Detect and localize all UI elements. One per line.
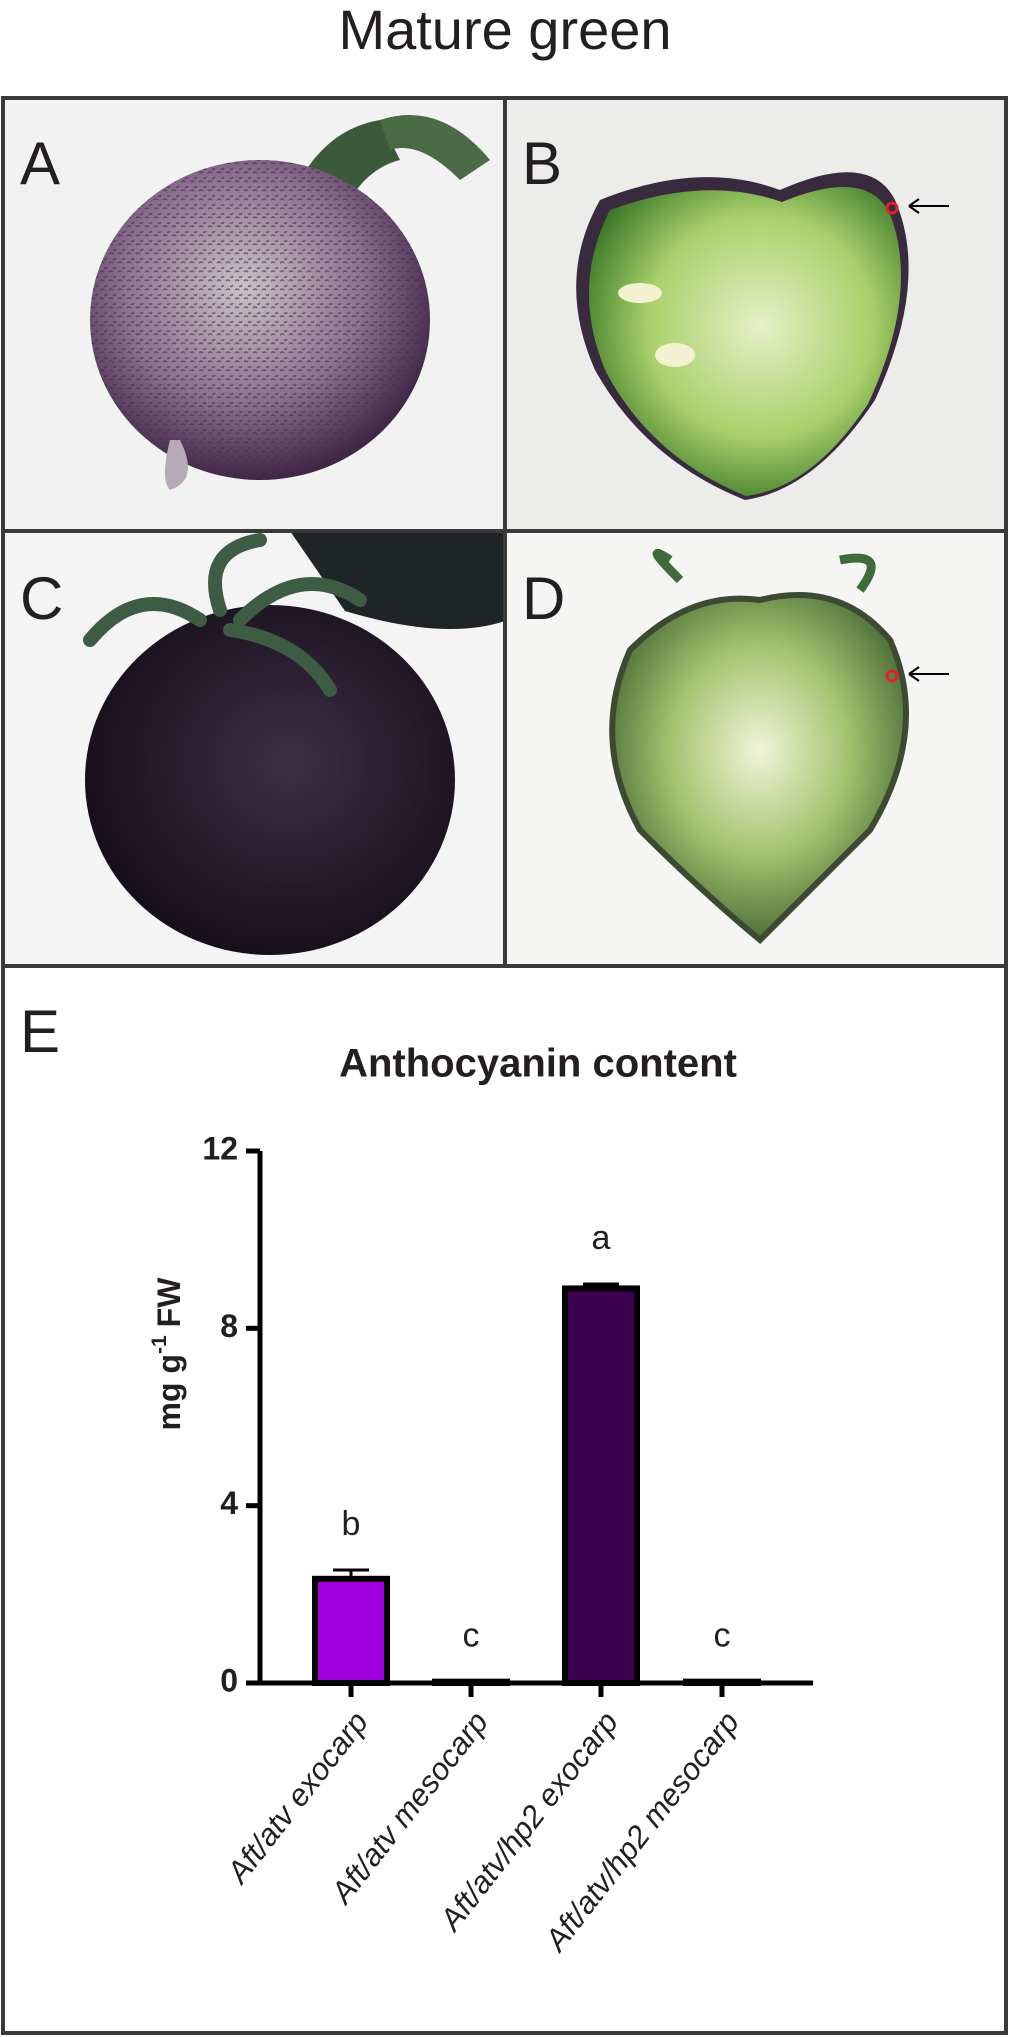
panel-label: D	[522, 565, 565, 632]
marker	[885, 669, 899, 683]
y-tick-label: 8	[220, 1308, 238, 1344]
fruit-flesh	[588, 187, 901, 496]
seed	[655, 343, 695, 367]
annotation: a	[592, 1219, 611, 1257]
panel-label: B	[522, 130, 562, 197]
y-label-text: mg g	[151, 1354, 187, 1430]
annotation: c	[463, 1617, 480, 1655]
stem	[380, 115, 490, 180]
marker	[885, 201, 899, 215]
y-axis-label: mg g-1 FW	[148, 1277, 188, 1431]
y-label-unit: FW	[151, 1277, 187, 1328]
seed	[618, 283, 662, 303]
figure-title: Mature green	[338, 0, 671, 61]
panel-label: C	[20, 565, 63, 632]
y-label-sup: -1	[148, 1335, 171, 1354]
panel-label: E	[20, 998, 60, 1065]
panel-label: A	[20, 130, 60, 197]
arrow	[908, 666, 949, 682]
y-tick-label: 12	[202, 1130, 238, 1166]
bar	[312, 1575, 390, 1686]
annotation: c	[714, 1617, 731, 1655]
fruit-texture	[90, 160, 430, 480]
y-tick-label: 0	[220, 1662, 238, 1698]
chart-title: Anthocyanin content	[339, 1042, 737, 1086]
bar	[562, 1285, 640, 1687]
fruit-tip	[165, 440, 188, 490]
y-tick-label: 4	[220, 1485, 238, 1521]
annotation: b	[342, 1505, 361, 1543]
sepals	[83, 533, 367, 697]
fruit	[85, 605, 455, 955]
fruit-cut	[609, 592, 909, 945]
arrow	[908, 198, 949, 214]
background-object	[290, 531, 505, 629]
sepals	[652, 548, 876, 593]
